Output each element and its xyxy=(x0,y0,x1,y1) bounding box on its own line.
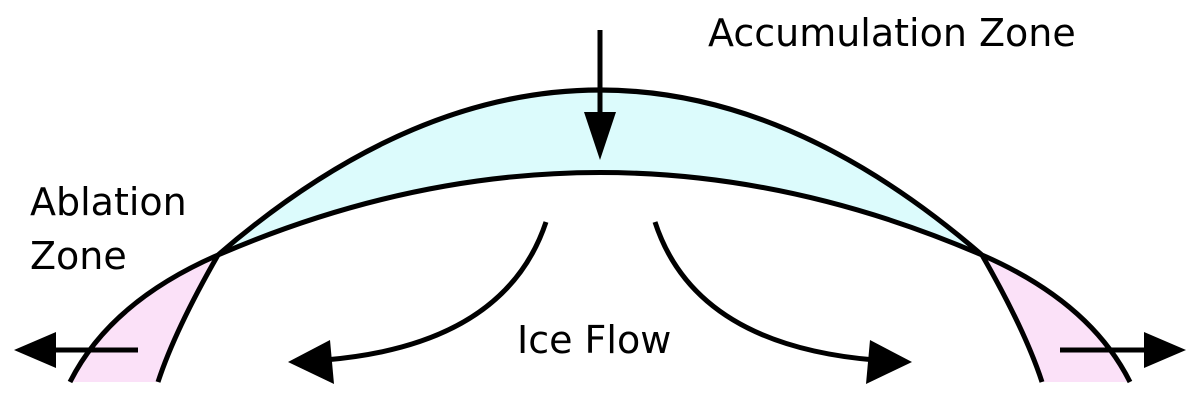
accumulation-zone-label: Accumulation Zone xyxy=(708,11,1076,55)
ablation-zone-right-region xyxy=(982,255,1130,382)
ice-flow-left-arrow-head xyxy=(288,340,334,384)
ablation-left-arrow-head xyxy=(14,332,56,368)
ablation-zone-label-line1: Ablation xyxy=(30,180,187,224)
ablation-left-inner-edge xyxy=(155,253,221,383)
ablation-zone-label-line2: Zone xyxy=(30,234,127,278)
ice-flow-left-arrow-shaft xyxy=(324,221,549,363)
ablation-right-arrow-head xyxy=(1144,332,1186,368)
ice-flow-right-arrow-head xyxy=(866,340,912,384)
ice-flow-right-arrow-shaft xyxy=(652,221,876,363)
ice-flow-label: Ice Flow xyxy=(517,318,671,362)
equilibrium-boundary-line xyxy=(217,170,983,258)
accumulation-arrow-head xyxy=(584,112,616,160)
ablation-right-inner-edge xyxy=(979,253,1045,383)
